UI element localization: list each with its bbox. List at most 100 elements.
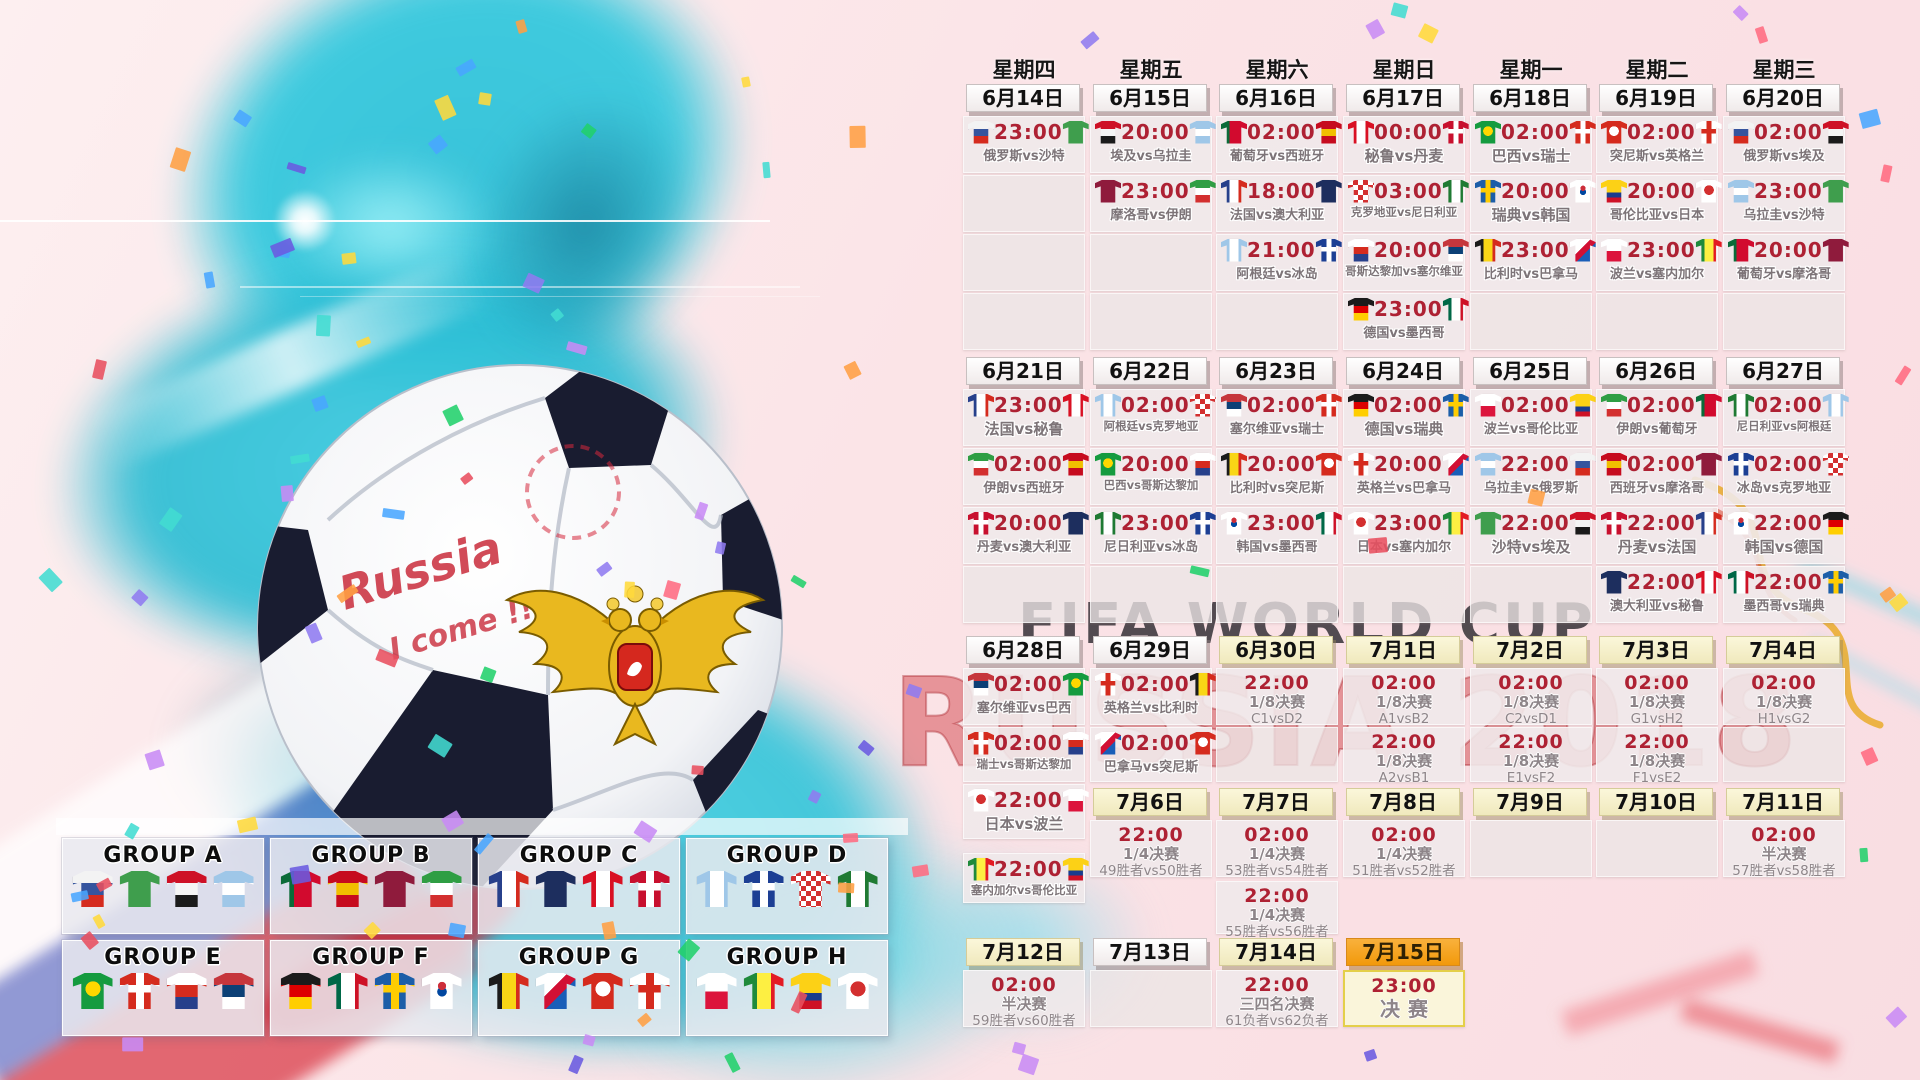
巴拿马-jersey-icon [1442,452,1469,476]
empty-cell [1470,820,1592,877]
沙特-jersey-icon [1062,120,1089,144]
match-teams-label: 乌拉圭vs俄罗斯 [1483,481,1579,496]
match-cell: 23:00 德国vs墨西哥 [1343,293,1469,350]
match-teams-label: 乌拉圭vs沙特 [1743,208,1825,223]
match-cell: 02:00 伊朗vs西班牙 [963,448,1089,505]
bracket-teams-label: 61负者vs62负者 [1225,1013,1329,1029]
stage-label: 1/8决赛 [1502,693,1560,711]
ball-patch [721,480,782,625]
match-teams-label: 冰岛vs克罗地亚 [1736,481,1832,496]
match-teams-label: 尼日利亚vs冰岛 [1103,540,1199,555]
match-teams-label: 俄罗斯vs沙特 [983,149,1065,164]
knockout-cell: 22:00 1/4决赛 55胜者vs56胜者 [1216,881,1338,940]
match-teams-label: 阿根廷vs冰岛 [1236,267,1318,282]
date-header: 6月18日 [1473,84,1587,112]
match-teams-label: 墨西哥vs瑞典 [1743,599,1825,614]
date-header: 6月19日 [1599,84,1713,112]
match-time: 22:00 [1118,824,1184,846]
塞内加尔-jersey-icon [968,857,994,881]
巴西-jersey-icon [1062,672,1089,696]
weekday-label: 星期日 [1372,58,1436,82]
knockout-cell: 02:00 1/8决赛 G1vsH2 [1596,668,1718,727]
sparkle-line3 [300,296,820,297]
group-box: GROUP D [686,838,888,934]
match-time: 22:00 [1501,511,1570,535]
match-cell: 23:00 波兰vs塞内加尔 [1596,234,1722,291]
秘鲁-jersey-icon [1348,120,1374,144]
match-time: 20:00 [1627,179,1696,203]
突尼斯-jersey-icon [1315,452,1342,476]
match-teams-label: 英格兰vs巴拿马 [1356,481,1452,496]
克罗地亚-jersey-icon [1189,393,1216,417]
match-teams-label: 法国vs秘鲁 [984,420,1064,438]
突尼斯-jersey-icon [1189,731,1216,755]
weekday-label: 星期一 [1499,58,1563,82]
group-title: GROUP C [519,843,639,868]
德国-jersey-icon [1348,297,1374,321]
丹麦-jersey-icon [1442,120,1469,144]
group-title: GROUP G [518,945,640,970]
knockout-cell: 22:00 1/4决赛 49胜者vs50胜者 [1090,820,1212,879]
英格兰-jersey-icon [1348,452,1374,476]
match-time: 00:00 [1374,120,1443,144]
date-header: 7月13日 [1093,938,1207,966]
match-cell: 22:00 日本vs波兰 [963,784,1089,839]
match-cell: 23:00 韩国vs墨西哥 [1216,507,1342,564]
match-cell: 02:00 俄罗斯vs埃及 [1723,116,1849,173]
match-teams-label: 德国vs瑞典 [1364,420,1444,438]
date-header: 7月3日 [1599,636,1713,664]
match-cell: 00:00 秘鲁vs丹麦 [1343,116,1469,173]
date-header: 6月14日 [966,84,1080,112]
group-box: GROUP C [478,838,680,934]
group-jerseys [687,871,887,907]
日本-jersey-icon [968,788,994,812]
塞内加尔-jersey-icon [1695,238,1722,262]
empty-cell [963,175,1085,232]
日本-jersey-icon [1348,511,1374,535]
date-header: 6月25日 [1473,357,1587,385]
match-teams-label: 韩国vs德国 [1744,538,1824,556]
match-time: 20:00 [1754,238,1823,262]
哥伦比亚-jersey-icon [1569,393,1596,417]
法国-jersey-icon [968,393,994,417]
match-cell: 22:00 丹麦vs法国 [1596,507,1722,564]
knockout-cell: 22:00 1/8决赛 E1vsF2 [1470,727,1592,786]
match-cell: 02:00 阿根廷vs克罗地亚 [1090,389,1216,446]
stage-label: 1/8决赛 [1755,693,1813,711]
match-teams-label: 埃及vs乌拉圭 [1110,149,1192,164]
bracket-teams-label: 59胜者vs60胜者 [972,1013,1076,1029]
empty-cell [963,234,1085,291]
knockout-cell: 02:00 1/8决赛 C2vsD1 [1470,668,1592,727]
match-cell: 02:00 德国vs瑞典 [1343,389,1469,446]
empty-cell [1216,566,1338,623]
match-time: 23:00 [1121,179,1190,203]
match-time: 02:00 [1371,824,1437,846]
group-title: GROUP E [104,945,222,970]
stage-label: 1/8决赛 [1502,752,1560,770]
西班牙-jersey-icon [1601,452,1627,476]
match-time: 23:00 [1627,238,1696,262]
date-header: 6月16日 [1219,84,1333,112]
match-teams-label: 法国vs澳大利亚 [1229,208,1325,223]
沙特-jersey-icon [1822,179,1849,203]
bracket-teams-label: 53胜者vs54胜者 [1225,863,1329,879]
韩国-jersey-icon [1728,511,1754,535]
group-jerseys [271,871,471,907]
weekday-label: 星期三 [1752,58,1816,82]
match-time: 02:00 [1498,672,1564,694]
match-cell: 22:00 韩国vs德国 [1723,507,1849,564]
match-time: 22:00 [1498,731,1564,753]
knockout-cell: 02:00 1/4决赛 53胜者vs54胜者 [1216,820,1338,879]
group-box: GROUP E [62,940,264,1036]
stage-label: 决赛 [1380,997,1436,1021]
date-header: 6月15日 [1093,84,1207,112]
摩洛哥-jersey-icon [1822,238,1849,262]
knockout-cell: 02:00 1/8决赛 H1vsG2 [1723,668,1845,727]
match-time: 03:00 [1374,179,1443,203]
match-time: 02:00 [1247,120,1316,144]
瑞士-jersey-icon [1569,120,1596,144]
date-header: 6月27日 [1726,357,1840,385]
bracket-teams-label: F1vsE2 [1632,770,1682,786]
match-teams-label: 德国vs墨西哥 [1363,326,1445,341]
